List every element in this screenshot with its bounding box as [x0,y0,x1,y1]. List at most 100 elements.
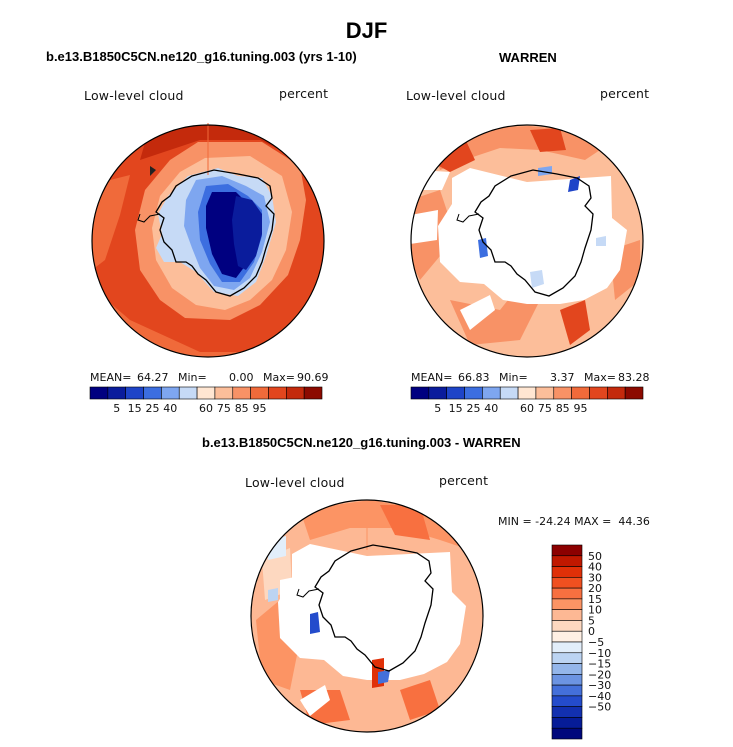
panel1-title: b.e13.B1850C5CN.ne120_g16.tuning.003 (yr… [46,49,357,64]
panel2-min-value: 3.37 [550,371,575,384]
panel3-colorbar-swatch [551,598,583,610]
panel3-colorbar-tick-label: −30 [588,679,611,692]
panel2-colorbar: 5 15 25 40 60 75 85 95 [410,386,644,415]
panel3-colorbar-swatch [551,684,583,697]
panel2-units-label: percent [600,86,650,101]
panel3-units-label: percent [439,473,489,488]
panel2-colorbar-swatch [517,386,537,400]
panel1-colorbar-swatch [303,386,323,400]
panel3-colorbar-swatch [551,641,583,654]
panel1-units-label: percent [279,86,329,101]
panel1-map [91,123,325,358]
panel1-variable-label: Low-level cloud [84,88,184,103]
panel1-colorbar-tick-label: 85 [235,402,249,415]
panel3-colorbar-swatch [551,544,583,557]
panel2-colorbar-tick-label: 5 [434,402,441,415]
panel3-colorbar-tick-label: 5 [588,614,595,627]
panel2-colorbar-tick-label: 60 [520,402,534,415]
panel3-colorbar-tick-label: 10 [588,604,602,617]
panel2-colorbar-swatch [464,386,483,400]
panel1-colorbar-tick-label: 95 [253,402,267,415]
panel1-max-label: Max= [263,371,295,384]
panel1-colorbar-swatch [143,386,162,400]
panel2-colorbar-tick-label: 95 [574,402,588,415]
panel3-minmax-text: MIN = -24.24 MAX = 44.36 [498,515,650,528]
panel1-min-label: Min= [178,371,207,384]
panel1-colorbar-swatch [125,386,144,400]
panel2-colorbar-swatch [607,386,626,400]
panel1-colorbar-tick-label: 75 [217,402,231,415]
panel3-colorbar-tick-label: 20 [588,582,602,595]
panel1-colorbar-swatch [196,386,216,400]
panel2-colorbar-swatch [410,386,430,400]
panel1-colorbar-tick-label: 15 [128,402,142,415]
panel2-colorbar-tick-label: 25 [466,402,480,415]
panel2-colorbar-swatch [499,386,519,400]
panel1-colorbar-tick-label: 60 [199,402,213,415]
panel3-colorbar-swatch [551,566,583,578]
panel3-variable-label: Low-level cloud [245,475,345,490]
panel1-colorbar-swatch [178,386,198,400]
panel2-title: WARREN [499,50,557,65]
panel2-colorbar-swatch [624,386,644,400]
panel2-colorbar-tick-label: 15 [449,402,463,415]
panel2-colorbar-tick-label: 75 [538,402,552,415]
panel3-map [250,499,484,733]
panel3-colorbar-tick-label: −10 [588,647,611,660]
panel3-title: b.e13.B1850C5CN.ne120_g16.tuning.003 - W… [202,435,521,450]
panel3-colorbar-swatch [551,555,583,567]
panel1-colorbar-tick-label: 40 [163,402,177,415]
panel1-colorbar: 5 15 25 40 60 75 85 95 [89,386,323,415]
panel3-colorbar-swatch [551,609,583,621]
panel3-colorbar-swatch [551,706,583,718]
panel3-colorbar-swatch [551,587,583,600]
panel3-colorbar-swatch [551,727,583,740]
panel1-mean-label: MEAN= [90,371,132,384]
panel3-colorbar-tick-label: −20 [588,668,611,681]
panel3-colorbar-swatch [551,577,583,589]
panel1-colorbar-swatch [161,386,180,400]
panel1-mean-value: 64.27 [137,371,169,384]
panel3-colorbar-swatch [551,695,583,707]
panel3-colorbar-tick-label: 40 [588,561,602,574]
panel1-colorbar-swatch [286,386,305,400]
panel3-colorbar-tick-label: 15 [588,593,602,606]
panel1-colorbar-swatch [89,386,109,400]
panel2-colorbar-swatch [428,386,447,400]
panel3-colorbar-tick-label: 30 [588,571,602,584]
panel3-colorbar-tick-label: −40 [588,690,611,703]
panel1-colorbar-swatch [268,386,287,400]
panel3-colorbar-swatch [551,674,583,686]
panel1-max-value: 90.69 [297,371,329,384]
panel3-colorbar-tick-label: −15 [588,658,611,671]
panel3-colorbar-tick-label: −50 [588,701,611,714]
panel3-colorbar-swatch [551,620,583,632]
panel1-colorbar-swatch [107,386,126,400]
panel2-max-label: Max= [584,371,616,384]
panel1-colorbar-swatch [250,386,269,400]
panel2-colorbar-swatch [482,386,501,400]
panel3-colorbar-swatch [551,652,583,664]
panel2-mean-label: MEAN= [411,371,453,384]
panel2-colorbar-swatch [571,386,590,400]
panel2-variable-label: Low-level cloud [406,88,506,103]
panel3-colorbar-tick-label: −5 [588,636,604,649]
panel1-min-value: 0.00 [229,371,254,384]
panel3-colorbar-swatch [551,630,583,643]
panel2-colorbar-swatch [446,386,465,400]
panel3-colorbar-swatch [551,663,583,675]
panel2-colorbar-tick-label: 85 [556,402,570,415]
figure-title: DJF [345,18,388,43]
panel2-map [410,124,644,358]
panel1-colorbar-swatch [232,386,251,400]
panel2-max-value: 83.28 [618,371,650,384]
panel2-colorbar-swatch [553,386,572,400]
panel2-colorbar-tick-label: 40 [484,402,498,415]
panel1-colorbar-swatch [214,386,234,400]
panel3-colorbar-swatch [551,717,583,729]
panel1-colorbar-tick-label: 5 [113,402,120,415]
panel1-colorbar-tick-label: 25 [145,402,159,415]
panel3-colorbar-tick-label: 50 [588,550,602,563]
